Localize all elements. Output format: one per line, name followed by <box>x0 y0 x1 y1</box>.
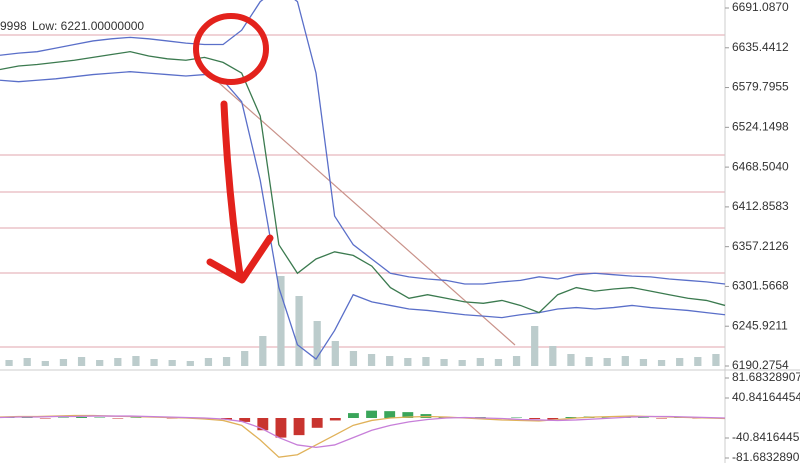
volume-bar <box>404 358 412 366</box>
arrow-head <box>206 234 274 284</box>
volume-bar <box>494 359 503 366</box>
histogram-bar <box>311 418 323 428</box>
level-lines <box>0 34 725 348</box>
histogram-bar <box>76 417 87 418</box>
volume-bar <box>440 359 448 366</box>
histogram-bar <box>293 418 305 436</box>
histogram-bar <box>529 418 541 419</box>
y-tick-label: -40.8416445 <box>732 430 800 444</box>
y-tick-label: 6468.5040 <box>732 159 789 173</box>
volume-bar <box>712 354 720 366</box>
volume-bar <box>676 358 684 366</box>
y-tick-label: 6691.0870 <box>732 0 789 14</box>
volume-bar <box>386 356 394 366</box>
histogram-bar <box>402 412 414 418</box>
volume-bar <box>349 351 358 366</box>
volume-bar <box>657 360 666 366</box>
volume-bar <box>114 358 122 366</box>
volume-bar <box>204 358 213 366</box>
volume-bar <box>168 360 176 366</box>
y-tick-label: -81.6832890 <box>732 450 800 463</box>
header-text: Low: 6221.00000000 <box>32 19 144 33</box>
y-tick-label: 6579.7955 <box>732 80 789 94</box>
volume-bar <box>41 361 49 366</box>
volume-bar <box>150 359 158 366</box>
y-tick-label: 6357.2126 <box>732 239 789 253</box>
volume-bar <box>241 351 249 366</box>
volume-bar <box>694 357 702 366</box>
volume-bar <box>331 341 339 366</box>
volume-bar <box>458 360 466 366</box>
series-line <box>0 51 726 314</box>
volume-bar <box>222 357 231 366</box>
histogram-bar <box>275 418 287 438</box>
volume-bar <box>259 336 267 366</box>
y-tick-label: 6190.2754 <box>732 358 789 372</box>
series-line <box>0 415 726 449</box>
histogram-bar <box>366 410 377 418</box>
arrow-shaft <box>220 100 244 279</box>
volume-bar <box>132 356 140 366</box>
volume-bar <box>476 358 484 366</box>
y-tick-label: 81.68328907 <box>732 370 800 384</box>
plot <box>0 0 726 458</box>
volume-bar <box>567 354 575 366</box>
volume-bar <box>603 358 611 366</box>
trend-line <box>217 81 516 346</box>
header-text: 9998 <box>0 19 27 33</box>
volume-bar <box>23 358 31 366</box>
y-tick-label: 6301.5668 <box>732 279 789 293</box>
histogram-bar <box>239 418 251 422</box>
series-line <box>0 71 726 360</box>
volume-bar <box>367 354 376 366</box>
volume-bar <box>585 357 593 366</box>
volume-bar <box>639 359 648 366</box>
volume-bar <box>531 326 539 366</box>
histogram-bar <box>257 418 269 431</box>
volume-bar <box>422 357 430 366</box>
highlight-circle <box>193 13 269 85</box>
y-tick-label: 6412.8583 <box>732 199 789 213</box>
volume-bar <box>313 321 321 366</box>
volume-bar <box>277 276 285 366</box>
histogram-bar <box>348 413 359 418</box>
y-tick-label: 6245.9211 <box>732 318 788 332</box>
histogram-bar <box>565 417 577 418</box>
volume-bar <box>621 356 629 366</box>
histogram-bar <box>329 418 341 421</box>
y-tick-label: 6524.1498 <box>732 120 789 134</box>
histogram-bar <box>384 411 396 418</box>
volume-bar <box>59 359 68 366</box>
volume-bar <box>5 360 13 366</box>
volume-bar <box>549 346 557 366</box>
histogram-bar <box>221 418 232 420</box>
volume-bar <box>77 357 86 366</box>
volume-bar <box>96 360 104 366</box>
y-tick-label: 40.84164454 <box>732 390 800 404</box>
volume-bar <box>186 361 194 366</box>
y-tick-label: 6635.4412 <box>732 40 789 54</box>
series-line <box>0 0 726 285</box>
volume-bar <box>295 296 303 366</box>
histogram-bar <box>547 418 559 420</box>
volume-bar <box>512 356 521 366</box>
